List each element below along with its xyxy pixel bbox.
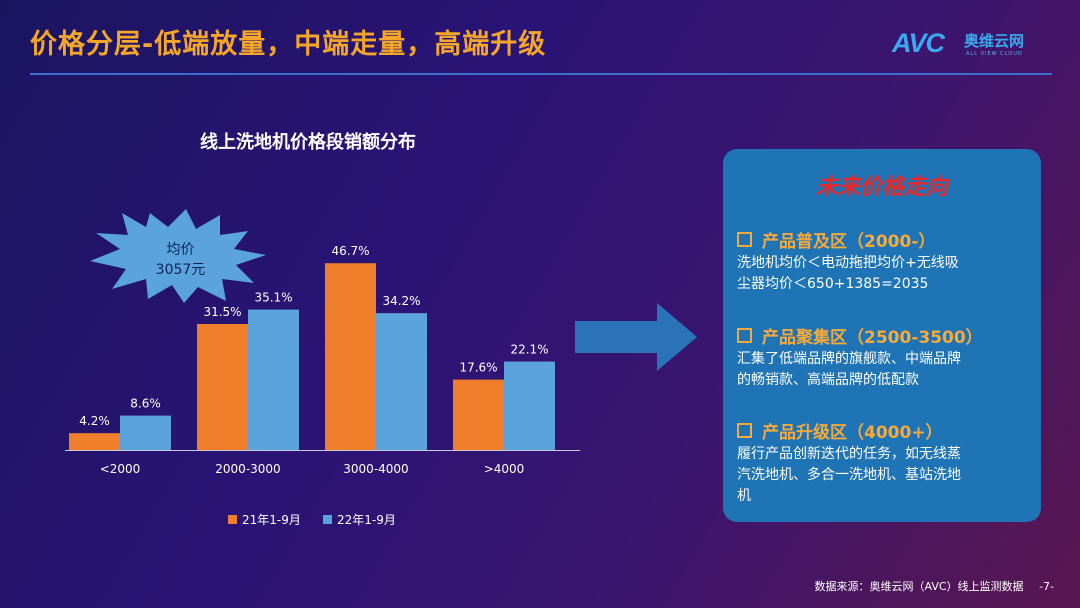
callout-text: 均价 3057元	[128, 240, 233, 280]
header-divider	[30, 73, 1052, 75]
bar-2021	[453, 379, 504, 450]
zone-cluster: 产品聚集区（2500-3500） 汇集了低端品牌的旗舰款、中端品牌 的畅销款、高…	[737, 323, 1037, 391]
zone-line: 机	[737, 488, 751, 504]
bar-2022	[120, 415, 171, 450]
zone-line: 的畅销款、高端品牌的低配款	[737, 372, 919, 388]
checkbox-icon	[737, 231, 752, 247]
data-label: 22.1%	[510, 343, 548, 357]
zone-line: 尘器均价＜650+1385=2035	[737, 276, 929, 292]
bar-2021	[197, 324, 248, 450]
bar-2022	[248, 309, 299, 450]
bar-2022	[504, 361, 555, 450]
zone-popular: 产品普及区（2000-） 洗地机均价＜电动拖把均价+无线吸 尘器均价＜650+1…	[737, 227, 1037, 295]
logo-name-en: ALL VIEW CLOUD	[966, 51, 1023, 57]
price-burst-callout	[90, 209, 266, 303]
avc-logo: AVC 奥维云网 ALL VIEW CLOUD	[892, 28, 1052, 64]
x-tick-label: 2000-3000	[215, 462, 280, 476]
x-tick-label: <2000	[100, 462, 141, 476]
page-title: 价格分层-低端放量，中端走量，高端升级	[30, 29, 547, 60]
callout-value: 3057元	[155, 262, 206, 278]
checkbox-icon	[737, 327, 752, 343]
data-label: 34.2%	[382, 294, 420, 308]
bar-2021	[325, 263, 376, 450]
zone-line: 履行产品创新迭代的任务，如无线蒸	[737, 446, 961, 462]
data-label: 31.5%	[203, 305, 241, 319]
data-label: 46.7%	[331, 244, 369, 258]
x-tick-label: 3000-4000	[343, 462, 408, 476]
zone-head-text: 产品普及区（2000-）	[762, 231, 936, 252]
zone-head-text: 产品升级区（4000+）	[762, 422, 943, 443]
zone-head-text: 产品聚集区（2500-3500）	[762, 327, 983, 348]
data-label: 8.6%	[130, 397, 161, 411]
legend-label: 22年1-9月	[337, 513, 396, 527]
zone-upgrade: 产品升级区（4000+） 履行产品创新迭代的任务，如无线蒸 汽洗地机、多合一洗地…	[737, 418, 1037, 507]
data-label: 17.6%	[459, 361, 497, 375]
data-source: 数据来源：奥维云网（AVC）线上监测数据	[814, 580, 1024, 593]
legend-swatch	[228, 515, 237, 524]
price-trend-panel: 未来价格走向 产品普及区（2000-） 洗地机均价＜电动拖把均价+无线吸 尘器均…	[723, 149, 1041, 522]
zone-line: 汽洗地机、多合一洗地机、基站洗地	[737, 467, 961, 483]
logo-mark: AVC	[892, 28, 945, 58]
x-tick-label: >4000	[484, 462, 525, 476]
checkbox-icon	[737, 422, 752, 438]
data-label: 35.1%	[254, 291, 292, 305]
burst-shape	[90, 209, 266, 303]
bar-2021	[69, 433, 120, 450]
zone-line: 洗地机均价＜电动拖把均价+无线吸	[737, 255, 959, 271]
callout-label: 均价	[166, 242, 195, 258]
bar-2022	[376, 313, 427, 450]
logo-name-cn: 奥维云网	[964, 32, 1025, 50]
right-arrow-icon	[575, 303, 697, 371]
legend-label: 21年1-9月	[242, 513, 301, 527]
data-label: 4.2%	[79, 414, 110, 428]
page-number: -7-	[1039, 580, 1054, 593]
chart-title: 线上洗地机价格段销额分布	[200, 132, 416, 153]
footer: 数据来源：奥维云网（AVC）线上监测数据 -7-	[815, 578, 1054, 594]
legend-swatch	[323, 515, 332, 524]
zone-line: 汇集了低端品牌的旗舰款、中端品牌	[737, 351, 961, 367]
panel-title: 未来价格走向	[815, 175, 948, 200]
